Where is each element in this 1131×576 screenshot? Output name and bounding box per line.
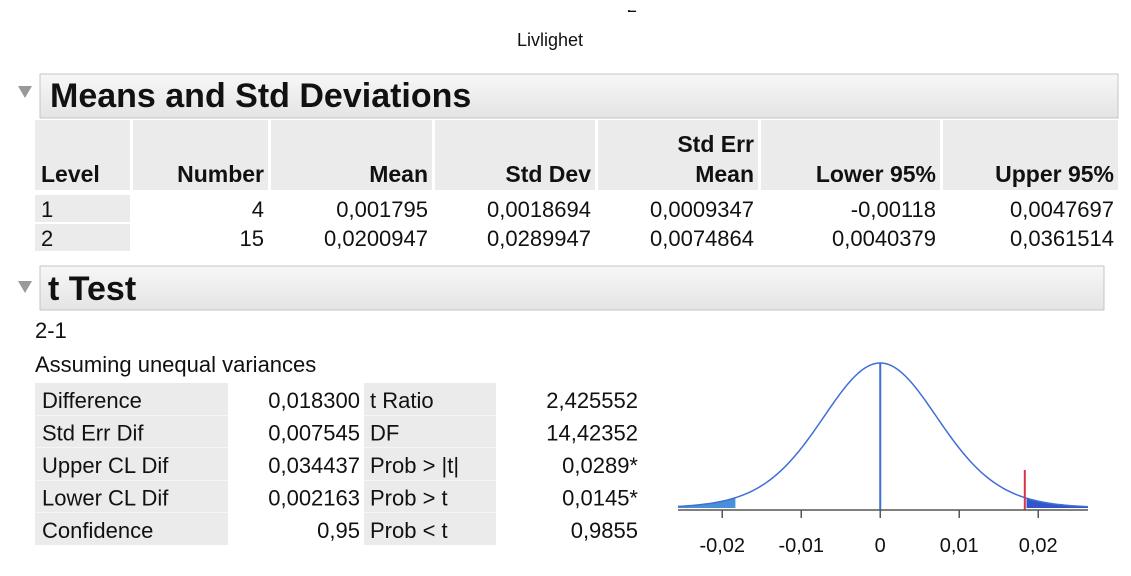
stat-cell: 0,95 bbox=[317, 518, 360, 543]
axis-label: Livlighet bbox=[517, 30, 583, 50]
header-cell bbox=[598, 120, 758, 190]
label-cell bbox=[35, 383, 228, 415]
table-cell: 0,0200947 bbox=[324, 226, 428, 251]
stat-cell: 14,42352 bbox=[546, 421, 638, 446]
table-cell: 0,001795 bbox=[336, 197, 428, 222]
header-cell bbox=[761, 120, 940, 190]
assumption-label: Assuming unequal variances bbox=[35, 352, 316, 377]
table-cell: 0,0289947 bbox=[487, 226, 591, 251]
column-header: Lower 95% bbox=[816, 161, 936, 187]
table-cell: 0,0040379 bbox=[832, 226, 936, 251]
table-cell: 0,0047697 bbox=[1010, 197, 1114, 222]
stat-cell: Prob < t bbox=[370, 518, 448, 543]
stat-cell: 0,0145* bbox=[562, 486, 638, 511]
table-cell: 0,0074864 bbox=[650, 226, 754, 251]
header-cell bbox=[435, 120, 595, 190]
table-cell: 0,0009347 bbox=[650, 197, 754, 222]
stat-cell: 0,002163 bbox=[268, 486, 360, 511]
header-cell bbox=[35, 120, 130, 190]
clip-band bbox=[0, 0, 1131, 10]
column-header: Level bbox=[41, 161, 100, 187]
label-cell bbox=[35, 480, 228, 513]
table-cell: 4 bbox=[252, 197, 264, 222]
row-label-cell bbox=[35, 195, 130, 222]
label-cell bbox=[364, 415, 496, 448]
table-cell: -0,00118 bbox=[851, 197, 936, 222]
section-header-box bbox=[39, 265, 1105, 311]
stat-cell: Upper CL Dif bbox=[42, 453, 169, 478]
comparison-label: 2-1 bbox=[35, 318, 67, 343]
column-header: Mean bbox=[369, 161, 428, 187]
table-cell: 0,0018694 bbox=[487, 197, 591, 222]
section-header-box bbox=[39, 73, 1119, 119]
stat-cell: Confidence bbox=[42, 518, 153, 543]
label-cell bbox=[364, 513, 496, 545]
density-curve bbox=[677, 362, 1089, 508]
stat-cell: Difference bbox=[42, 388, 142, 413]
label-cell bbox=[35, 415, 228, 448]
disclosure-triangle[interactable] bbox=[18, 281, 32, 293]
table-cell: 1 bbox=[41, 197, 53, 222]
stat-cell: 0,018300 bbox=[268, 388, 360, 413]
x-tick-label: 0,02 bbox=[1019, 535, 1058, 557]
tail-area bbox=[678, 497, 736, 508]
header-cell bbox=[133, 120, 268, 190]
stat-cell: 0,9855 bbox=[571, 518, 638, 543]
section-title: Means and Std Deviations bbox=[50, 77, 471, 115]
stat-cell: 0,034437 bbox=[268, 453, 360, 478]
row-label-cell bbox=[35, 224, 130, 251]
x-tick-label: -0,01 bbox=[778, 535, 824, 557]
disclosure-triangle[interactable] bbox=[18, 86, 32, 98]
column-header: Std Err bbox=[677, 131, 754, 157]
stat-cell: DF bbox=[370, 421, 399, 446]
label-cell bbox=[364, 480, 496, 513]
header-cell bbox=[271, 120, 432, 190]
stat-cell: 0,0289* bbox=[562, 453, 638, 478]
label-cell bbox=[35, 448, 228, 480]
header-cell bbox=[943, 120, 1118, 190]
stat-cell: 0,007545 bbox=[268, 421, 360, 446]
column-header: Upper 95% bbox=[995, 161, 1114, 187]
column-header: Number bbox=[177, 161, 264, 187]
stat-cell: t Ratio bbox=[370, 388, 434, 413]
table-cell: 15 bbox=[240, 226, 264, 251]
x-tick-label: 0,01 bbox=[940, 535, 979, 557]
stat-cell: Std Err Dif bbox=[42, 421, 144, 446]
stat-cell: Prob > t bbox=[370, 486, 448, 511]
label-cell bbox=[364, 448, 496, 480]
label-cell bbox=[364, 383, 496, 415]
column-header: Mean bbox=[695, 161, 754, 187]
table-cell: 2 bbox=[41, 226, 53, 251]
section-title: t Test bbox=[48, 270, 136, 308]
stat-cell: 2,425552 bbox=[546, 388, 638, 413]
x-tick-label: -0,02 bbox=[699, 535, 745, 557]
stat-cell: Prob > |t| bbox=[370, 453, 459, 478]
x-tick-label: 0 bbox=[875, 535, 886, 557]
label-cell bbox=[35, 513, 228, 545]
table-cell: 0,0361514 bbox=[1010, 226, 1114, 251]
column-header: Std Dev bbox=[505, 161, 591, 187]
stat-cell: Lower CL Dif bbox=[42, 486, 169, 511]
tail-area bbox=[1026, 498, 1088, 508]
